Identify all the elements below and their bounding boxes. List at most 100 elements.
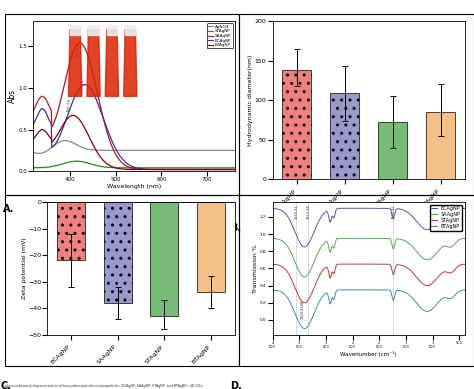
AgNO3 [36, 151, 42, 156]
SAAgNP [456, 238, 462, 242]
Line: AgNO3: AgNO3 [33, 140, 235, 153]
ECAgNP [232, 167, 237, 172]
Bar [378, 122, 407, 179]
AgNO3 [232, 148, 237, 153]
STAgNP [456, 263, 462, 268]
SAAgNP [301, 275, 307, 279]
ECAgNP [280, 209, 285, 213]
Bar [150, 202, 178, 316]
Y-axis label: Transmission %: Transmission % [254, 244, 258, 293]
Bar [103, 202, 132, 303]
Text: 406.99: 406.99 [67, 98, 73, 112]
STAgNP [30, 165, 36, 170]
Bar [70, 25, 80, 35]
Text: 3460.8488: 3460.8488 [301, 300, 304, 319]
STAgNP [196, 165, 202, 170]
Bar [88, 25, 99, 35]
STAgNP [140, 165, 146, 170]
AgNO3 [127, 148, 133, 153]
STAgNP [358, 262, 364, 266]
Polygon shape [87, 30, 100, 96]
BTAgNP [301, 326, 307, 331]
SAAqNP [196, 167, 201, 172]
BTAgNP [363, 287, 369, 292]
BTAgNP [270, 288, 275, 293]
ECAgNP [358, 206, 364, 210]
ECAgNP [456, 207, 462, 212]
BTAgNP [128, 167, 133, 172]
ECAgNP [127, 163, 132, 167]
Y-axis label: Hydrodynamic diameter(nm): Hydrodynamic diameter(nm) [248, 54, 253, 146]
STAgNP [360, 262, 366, 266]
SAAqNP [77, 41, 83, 46]
AgNO3 [30, 150, 36, 155]
Line: ECAgNP: ECAgNP [33, 85, 235, 170]
BTAgNP [70, 113, 76, 118]
ECAgNP [301, 245, 307, 249]
STAgNP [228, 165, 233, 170]
Line: STAgNP: STAgNP [33, 161, 235, 168]
Bar [330, 93, 359, 179]
ECAgNP [128, 163, 133, 168]
BTAgNP [140, 167, 146, 172]
Y-axis label: Abs: Abs [8, 89, 17, 103]
SAAgNP [456, 237, 462, 242]
BTAgNP [358, 287, 364, 292]
AgNO3 [228, 148, 233, 153]
ECAgNP [421, 226, 427, 231]
Line: SAAqNP: SAAqNP [33, 43, 235, 170]
SAAgNP [280, 239, 285, 244]
STAgNP [462, 262, 467, 266]
Text: 1735.42: 1735.42 [392, 205, 396, 219]
SAAgNP [358, 236, 364, 241]
STAgNP [128, 165, 133, 170]
Line: BTAgNP: BTAgNP [33, 116, 235, 170]
SAAqNP [30, 109, 36, 113]
BTAgNP [456, 289, 462, 294]
SAAqNP [140, 167, 146, 172]
BTAgNP [228, 167, 233, 172]
SAAgNP [421, 256, 427, 261]
AgNO3 [128, 148, 134, 153]
Text: physicochemical characterization of biosynthesized silver nanoparticles (ECAgNP,: physicochemical characterization of bios… [5, 384, 202, 388]
SAAgNP [360, 236, 366, 241]
ECAgNP [151, 167, 156, 172]
Line: SAAgNP: SAAgNP [273, 238, 465, 277]
SAAqNP [128, 165, 133, 170]
Bar [197, 202, 225, 292]
STAgNP [270, 262, 275, 266]
SAAgNP [462, 236, 467, 241]
ECAgNP [82, 82, 88, 87]
STAgNP [74, 159, 80, 163]
Polygon shape [69, 30, 82, 96]
SAAqNP [127, 165, 132, 170]
Bar [426, 112, 455, 179]
Text: 433.46: 433.46 [80, 79, 85, 93]
Legend: AgNO3, STAgNP, SAAqNP, ECAgNP, BTAgNP: AgNO3, STAgNP, SAAqNP, ECAgNP, BTAgNP [207, 23, 233, 49]
BTAgNP [196, 167, 201, 172]
Bar [282, 70, 311, 179]
Text: 422.58: 422.58 [75, 43, 81, 57]
BTAgNP [127, 167, 132, 172]
ECAgNP [228, 167, 233, 172]
BTAgNP [360, 287, 366, 292]
ECAgNP [270, 206, 275, 211]
SAAgNP [270, 236, 275, 241]
ECAgNP [456, 207, 462, 212]
ECAgNP [462, 206, 467, 211]
Text: B.: B. [230, 223, 241, 233]
BTAgNP [462, 287, 467, 292]
STAgNP [280, 265, 285, 269]
ECAgNP [360, 206, 366, 210]
Y-axis label: Zeta potential (mV): Zeta potential (mV) [22, 238, 27, 299]
Line: BTAgNP: BTAgNP [273, 290, 465, 329]
Polygon shape [105, 30, 118, 96]
ECAgNP [363, 206, 369, 210]
STAgNP [151, 165, 156, 170]
STAgNP [301, 300, 307, 305]
Text: D.: D. [230, 381, 242, 389]
AgNO3 [140, 148, 146, 153]
AgNO3 [196, 148, 202, 153]
Bar [107, 25, 117, 35]
Bar [57, 202, 85, 261]
